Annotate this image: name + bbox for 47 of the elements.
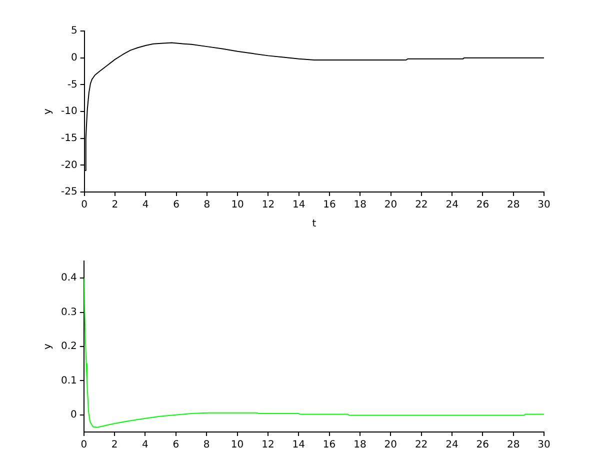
- y-tick-label: -20: [60, 160, 78, 171]
- x-tick-label: 22: [414, 440, 428, 451]
- y-tick-label: -5: [67, 79, 78, 90]
- x-tick-label: 8: [203, 440, 210, 451]
- x-tick-label: 4: [142, 440, 148, 451]
- x-tick-label: 2: [111, 440, 118, 451]
- x-tick-label: 16: [322, 440, 336, 451]
- x-tick-label: 18: [354, 200, 366, 211]
- x-tick-label: 6: [172, 440, 180, 451]
- y-tick-label: -25: [60, 186, 78, 198]
- y-tick-label: 0.1: [60, 375, 77, 386]
- y-tick-label: 5: [70, 26, 78, 37]
- x-tick-label: 20: [384, 440, 397, 451]
- x-tick-label: 2: [112, 200, 118, 211]
- x-tick-label: 0: [80, 440, 88, 451]
- x-tick-label: 6: [173, 200, 180, 211]
- x-tick-label: 20: [384, 200, 398, 211]
- x-tick-label: 4: [142, 200, 149, 211]
- x-tick-label: 10: [231, 200, 244, 211]
- x-tick-label: 16: [323, 200, 336, 211]
- x-tick-label: 30: [538, 440, 550, 451]
- x-tick-label: 14: [292, 440, 305, 451]
- x-tick-label: 28: [506, 200, 520, 211]
- x-tick-label: 14: [292, 200, 306, 211]
- x-tick-label: 18: [354, 440, 366, 451]
- x-tick-label: 22: [415, 200, 428, 211]
- x-tick-label: 30: [538, 200, 550, 211]
- x-tick-label: 26: [476, 200, 490, 211]
- y-tick-label: 0.4: [60, 272, 77, 284]
- x-tick-label: 24: [446, 200, 458, 211]
- x-tick-label: 28: [506, 440, 520, 451]
- y-axis-title: y: [42, 108, 54, 114]
- x-tick-label: 12: [262, 440, 274, 451]
- y-tick-label: -15: [60, 132, 78, 144]
- y-axis-title: y: [42, 343, 54, 350]
- y-tick-label: 0.2: [60, 341, 77, 352]
- y-tick-label: -10: [60, 106, 78, 118]
- x-tick-label: 12: [262, 200, 275, 211]
- x-tick-label: 0: [81, 200, 88, 211]
- x-tick-label: 24: [446, 440, 458, 451]
- x-tick-label: 10: [230, 440, 244, 451]
- y-tick-label: 0: [70, 52, 78, 64]
- x-tick-label: 8: [204, 200, 210, 211]
- y-tick-label: 0.3: [60, 306, 77, 318]
- x-tick-label: 26: [476, 440, 490, 451]
- x-axis-title: t: [312, 218, 316, 230]
- y-tick-label: 0: [70, 409, 77, 420]
